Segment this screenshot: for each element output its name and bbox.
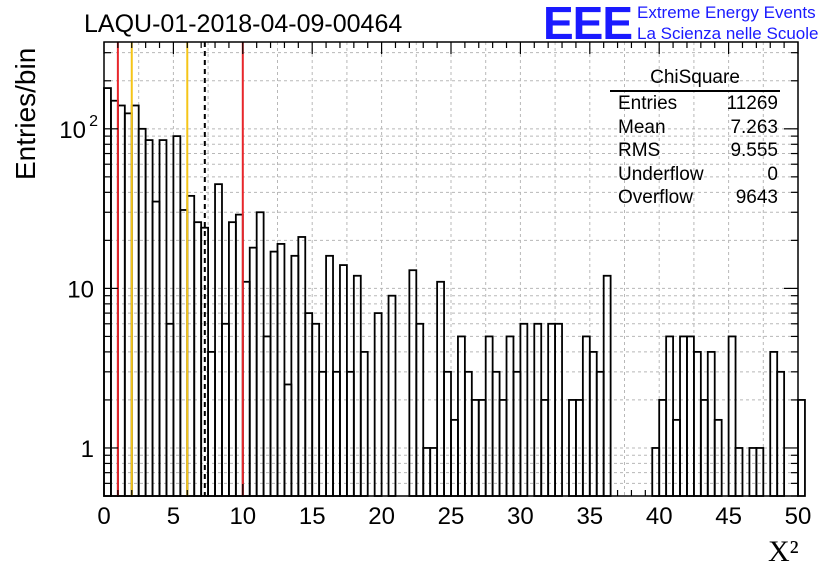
x-tick-label: 45 — [715, 503, 742, 530]
y-axis-label: Entries/bin — [10, 47, 41, 180]
histogram-bin — [137, 127, 147, 497]
histogram-bin — [505, 335, 515, 497]
histogram-bin — [588, 350, 598, 497]
histogram-bin — [672, 418, 681, 497]
histogram-bin — [325, 254, 334, 497]
stats-box: ChiSquare Entries 11269 Mean 7.263 RMS 9… — [610, 66, 780, 210]
histogram-bin — [450, 418, 459, 497]
histogram-bin — [595, 370, 605, 497]
x-tick-label: 30 — [507, 503, 534, 530]
stats-value: 11269 — [726, 93, 778, 114]
histogram-bin — [797, 399, 806, 497]
x-axis-label: X² — [768, 535, 799, 568]
histogram-bin — [554, 322, 563, 497]
histogram-bin — [151, 200, 161, 497]
histogram-bin — [547, 322, 556, 497]
stats-label: Entries — [618, 93, 678, 114]
y-tick-label: 10 — [67, 276, 94, 303]
histogram-bin — [311, 322, 321, 497]
stats-label: Overflow — [618, 187, 693, 208]
histogram-bin — [123, 112, 133, 497]
stats-value: 7.263 — [730, 116, 778, 138]
x-tick-label: 15 — [299, 503, 326, 530]
stats-value: 0 — [767, 163, 778, 185]
histogram-bin — [144, 139, 154, 497]
histogram-bin — [359, 350, 369, 497]
histogram-bin — [387, 294, 397, 497]
histogram-bin — [304, 312, 314, 497]
y-tick-label: 10 — [59, 117, 86, 144]
histogram-bin — [345, 370, 355, 497]
histogram-bin — [533, 322, 543, 497]
histogram-bin — [443, 370, 452, 497]
histogram-bin — [769, 350, 779, 497]
histogram-bin — [679, 335, 688, 497]
histogram-bin — [214, 183, 223, 497]
histogram-bin — [158, 139, 168, 497]
stats-row-underflow: Underflow 0 — [610, 163, 780, 187]
histogram-bin — [318, 370, 327, 497]
histogram-bin — [727, 335, 737, 497]
stats-title: ChiSquare — [610, 66, 780, 92]
histogram-bin — [706, 350, 716, 497]
stats-row-mean: Mean 7.263 — [610, 116, 780, 140]
histogram-bin — [179, 209, 189, 497]
chart-title: LAQU-01-2018-04-09-00464 — [84, 10, 403, 38]
logo-text-line1: Extreme Energy Events — [637, 3, 816, 22]
x-tick-label: 35 — [576, 503, 603, 530]
logo-text-line2: La Scienza nelle Scuole — [637, 24, 819, 43]
histogram-bin — [234, 213, 244, 497]
histogram-bin — [776, 370, 786, 497]
histogram-bin — [207, 350, 216, 497]
x-tick-label: 20 — [368, 503, 395, 530]
histogram-bin — [283, 383, 293, 497]
histogram-bin — [332, 370, 341, 497]
histogram-bin — [255, 211, 265, 497]
histogram-bin — [110, 99, 119, 497]
stats-label: RMS — [618, 140, 661, 161]
histogram-bin — [165, 322, 175, 497]
stats-row-entries: Entries 11269 — [610, 92, 780, 116]
histogram-bin — [172, 135, 182, 497]
histogram-bin — [297, 236, 307, 497]
histogram-bin — [686, 335, 695, 497]
histogram-bin — [665, 335, 674, 497]
x-tick-label: 5 — [167, 503, 180, 530]
histogram-bin — [693, 350, 702, 497]
eee-logo: EEE — [543, 0, 633, 49]
histogram-bin — [512, 370, 522, 497]
stats-value: 9643 — [735, 187, 778, 208]
histogram-bin — [491, 370, 501, 497]
histogram-bin — [290, 254, 300, 497]
stats-row-overflow: Overflow 9643 — [610, 186, 780, 210]
histogram-bin — [103, 87, 112, 497]
histogram-bin — [463, 370, 473, 497]
stats-row-rms: RMS 9.555 — [610, 139, 780, 163]
histogram-bin — [262, 335, 272, 497]
histogram-bin — [713, 418, 723, 497]
x-tick-label: 10 — [229, 503, 256, 530]
stats-value: 9.555 — [730, 140, 778, 161]
y-tick-label-exponent: 2 — [89, 113, 98, 130]
x-tick-label: 0 — [97, 503, 110, 530]
stats-label: Mean — [618, 116, 666, 138]
x-tick-label: 40 — [646, 503, 673, 530]
stats-label: Underflow — [618, 163, 704, 185]
histogram-bin — [581, 335, 591, 497]
x-tick-label: 50 — [785, 503, 812, 530]
histogram-bin — [339, 264, 348, 497]
histogram-bin — [186, 194, 196, 497]
histogram-bin — [276, 243, 286, 497]
histogram-bin — [457, 335, 466, 497]
histogram-bin — [373, 312, 383, 497]
histogram-bin — [221, 322, 230, 497]
y-tick-label: 1 — [81, 436, 94, 463]
histogram-bin — [484, 335, 494, 497]
histogram-bin — [415, 322, 425, 497]
x-tick-label: 25 — [438, 503, 465, 530]
histogram-bin — [519, 322, 529, 497]
